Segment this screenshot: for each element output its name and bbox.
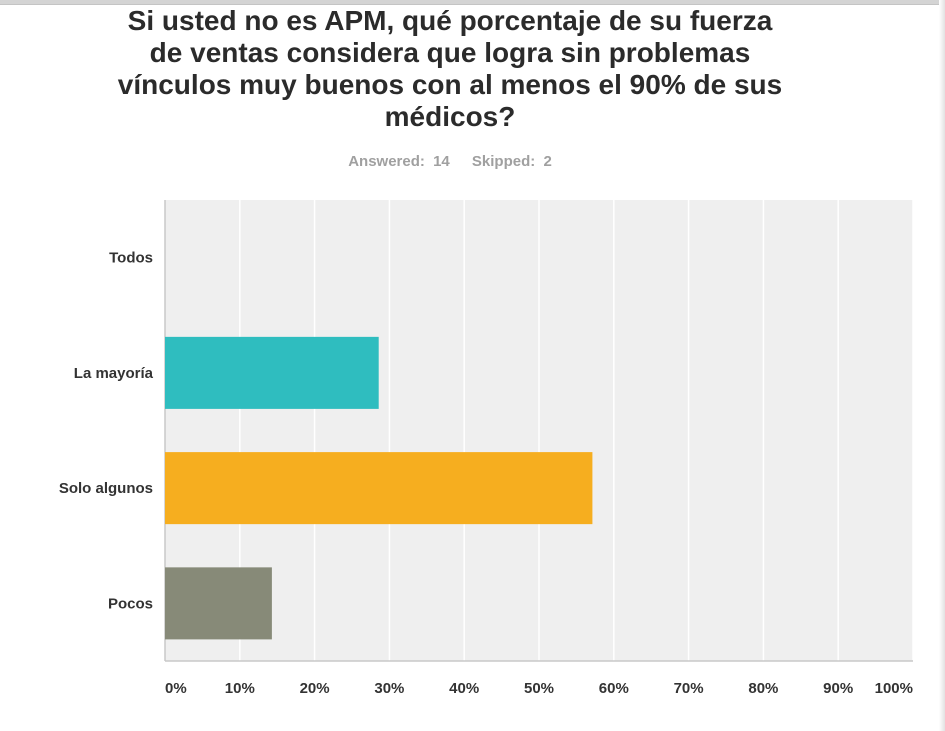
x-tick-label: 10% <box>225 680 255 697</box>
answered-stat: Answered: 14 <box>348 153 450 170</box>
skipped-label: Skipped: <box>471 153 536 170</box>
answered-count: 14 <box>433 153 450 170</box>
x-tick-label: 30% <box>374 680 404 697</box>
top-divider <box>0 0 945 5</box>
x-tick-label: 80% <box>748 680 778 697</box>
answered-label: Answered: <box>348 153 425 170</box>
category-label: Pocos <box>108 595 153 612</box>
bar <box>165 452 593 525</box>
x-tick-label: 100% <box>875 680 913 697</box>
x-tick-label: 20% <box>300 680 330 697</box>
x-tick-label: 40% <box>449 680 479 697</box>
category-label: Todos <box>109 250 153 267</box>
right-edge <box>939 0 945 731</box>
chart-title: Si usted no es APM, qué porcentaje de su… <box>117 5 783 132</box>
response-summary: Answered: 14 Skipped: 2 <box>110 153 790 170</box>
skipped-stat: Skipped: 2 <box>472 153 552 170</box>
x-tick-label: 70% <box>674 680 704 697</box>
category-label: La mayoría <box>74 365 154 382</box>
bar <box>165 567 272 640</box>
x-tick-label: 60% <box>599 680 629 697</box>
category-label: Solo algunos <box>59 480 153 497</box>
bar <box>165 336 379 409</box>
x-tick-label: 90% <box>823 680 853 697</box>
skipped-count: 2 <box>543 153 552 170</box>
x-tick-label: 0% <box>165 680 187 697</box>
x-tick-label: 50% <box>524 680 554 697</box>
